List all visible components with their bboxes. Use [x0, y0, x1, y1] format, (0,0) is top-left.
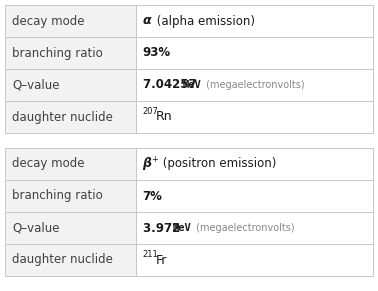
- Text: branching ratio: branching ratio: [12, 189, 103, 203]
- Bar: [5, 244, 136, 276]
- Text: (positron emission): (positron emission): [159, 157, 276, 171]
- Text: Q–value: Q–value: [12, 79, 59, 91]
- Text: +: +: [152, 155, 158, 164]
- Text: 7%: 7%: [143, 189, 163, 203]
- Bar: [136, 101, 373, 133]
- Text: daughter nuclide: daughter nuclide: [12, 111, 113, 123]
- Text: 211: 211: [143, 250, 158, 259]
- Text: β: β: [143, 157, 152, 171]
- Text: Rn: Rn: [156, 111, 173, 123]
- Bar: [136, 37, 373, 69]
- Text: Fr: Fr: [156, 253, 167, 267]
- Bar: [5, 5, 136, 37]
- Text: MeV: MeV: [183, 80, 201, 90]
- Bar: [5, 37, 136, 69]
- Text: decay mode: decay mode: [12, 157, 85, 171]
- Text: (megaelectronvolts): (megaelectronvolts): [203, 80, 305, 90]
- Text: 207: 207: [143, 107, 158, 116]
- Text: daughter nuclide: daughter nuclide: [12, 253, 113, 267]
- Text: 93%: 93%: [143, 47, 171, 59]
- Text: 7.04257: 7.04257: [143, 79, 199, 91]
- Bar: [136, 69, 373, 101]
- Bar: [136, 5, 373, 37]
- Bar: [5, 180, 136, 212]
- Text: decay mode: decay mode: [12, 15, 85, 28]
- Bar: [5, 148, 136, 180]
- Bar: [136, 180, 373, 212]
- Text: α: α: [143, 15, 151, 28]
- Text: (alpha emission): (alpha emission): [153, 15, 255, 28]
- Bar: [136, 244, 373, 276]
- Bar: [5, 69, 136, 101]
- Bar: [136, 148, 373, 180]
- Bar: [5, 212, 136, 244]
- Text: branching ratio: branching ratio: [12, 47, 103, 59]
- Text: 3.972: 3.972: [143, 221, 182, 235]
- Text: Q–value: Q–value: [12, 221, 59, 235]
- Text: MeV: MeV: [172, 223, 191, 233]
- Text: (megaelectronvolts): (megaelectronvolts): [193, 223, 294, 233]
- Bar: [5, 101, 136, 133]
- Bar: [136, 212, 373, 244]
